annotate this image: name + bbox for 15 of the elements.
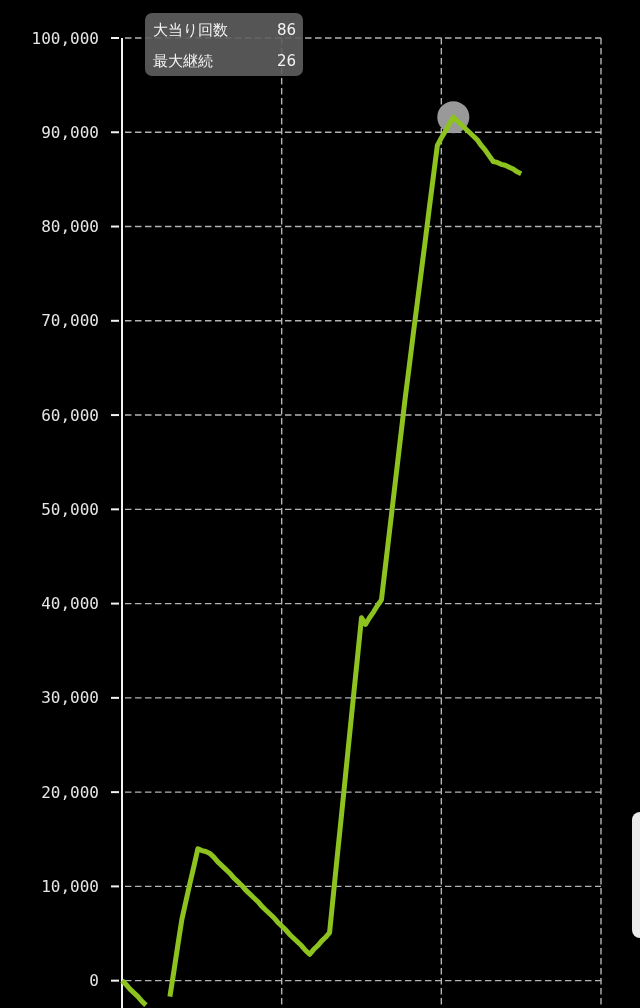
y-tick-label: 100,000 xyxy=(31,28,99,48)
y-tick-label: 10,000 xyxy=(41,877,99,896)
y-tick-label: 40,000 xyxy=(41,594,99,614)
annotation: 86 xyxy=(276,21,296,39)
y-tick-label: 90,000 xyxy=(41,122,99,142)
annotation: 26 xyxy=(276,52,296,70)
y-tick-label: 60,000 xyxy=(41,405,99,425)
y-tick-label: 80,000 xyxy=(41,217,99,237)
annotation: 最大継続 xyxy=(153,52,213,70)
y-tick-label: 30,000 xyxy=(41,688,99,708)
y-tick-label: 0 xyxy=(89,971,99,991)
y-tick-label: 50,000 xyxy=(41,499,99,519)
annotation: 大当り回数 xyxy=(153,21,228,39)
y-tick-label: 20,000 xyxy=(41,782,99,802)
y-tick-label: 70,000 xyxy=(41,311,99,331)
